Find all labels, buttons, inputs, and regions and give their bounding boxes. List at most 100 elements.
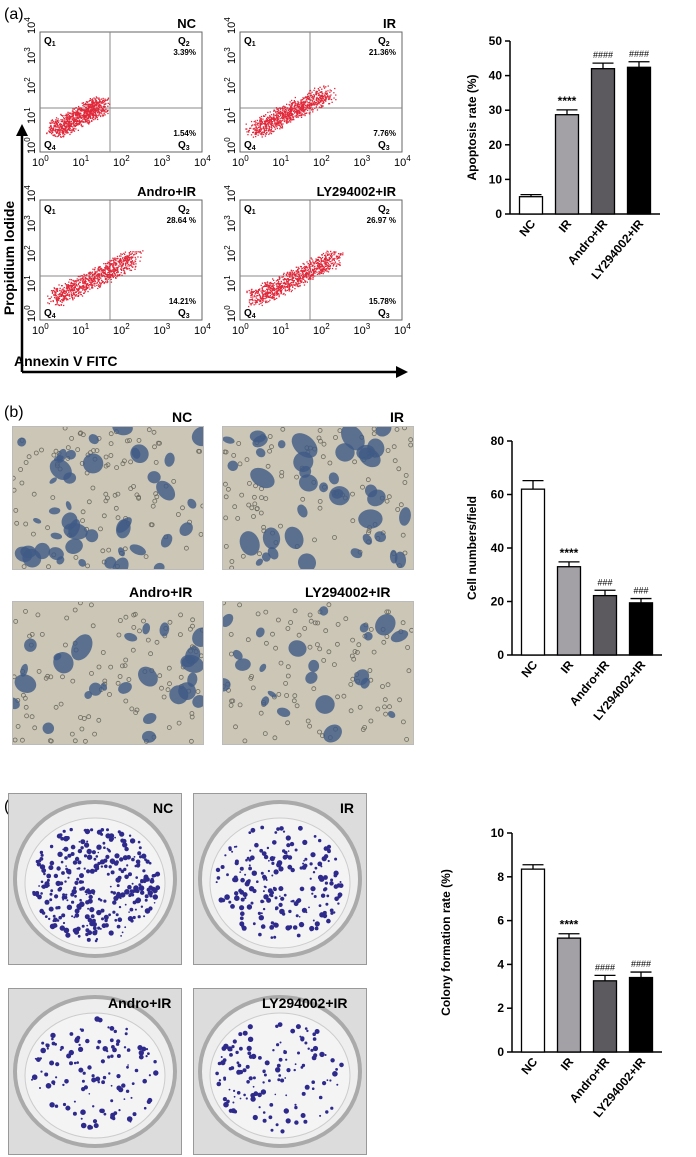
event-dot xyxy=(303,281,305,284)
pore xyxy=(402,427,407,431)
event-dot xyxy=(126,260,128,263)
colony xyxy=(126,1065,129,1069)
event-dot xyxy=(264,123,266,125)
event-dot xyxy=(53,290,56,292)
event-dot xyxy=(104,270,106,272)
event-dot xyxy=(288,275,291,277)
event-dot xyxy=(303,111,305,113)
y-tick-label: 40 xyxy=(489,69,503,83)
event-dot xyxy=(313,94,315,96)
pore xyxy=(175,512,181,517)
event-dot xyxy=(103,263,105,265)
event-dot xyxy=(72,119,75,122)
colony xyxy=(38,885,40,887)
event-dot xyxy=(79,116,82,119)
event-dot xyxy=(325,100,327,102)
event-dot xyxy=(320,99,322,101)
event-dot xyxy=(73,127,75,130)
colony xyxy=(310,886,316,892)
event-dot xyxy=(310,261,312,264)
event-dot xyxy=(269,123,271,125)
event-dot xyxy=(300,270,302,272)
event-dot xyxy=(70,116,72,118)
event-dot xyxy=(261,291,264,293)
event-dot xyxy=(98,273,100,275)
event-dot xyxy=(91,108,93,110)
event-dot xyxy=(276,113,278,115)
event-dot xyxy=(300,114,302,116)
event-dot xyxy=(303,97,305,100)
event-dot xyxy=(321,94,323,97)
event-dot xyxy=(106,109,108,112)
event-dot xyxy=(109,266,111,268)
event-dot xyxy=(298,106,300,108)
event-dot xyxy=(56,126,58,128)
event-dot xyxy=(266,119,269,121)
event-dot xyxy=(128,257,131,259)
event-dot xyxy=(61,127,63,129)
dish-well xyxy=(24,817,166,949)
pore xyxy=(85,563,90,569)
event-dot xyxy=(80,294,82,296)
event-dot xyxy=(128,267,131,270)
event-dot xyxy=(55,289,57,291)
event-dot xyxy=(311,103,313,106)
event-dot xyxy=(324,265,326,268)
event-dot xyxy=(66,289,68,291)
colony xyxy=(310,929,313,932)
colony xyxy=(269,925,275,930)
colony xyxy=(91,1077,97,1083)
event-dot xyxy=(113,261,115,263)
event-dot xyxy=(102,270,104,272)
event-dot xyxy=(67,288,69,290)
event-dot xyxy=(277,111,279,113)
pore xyxy=(123,657,129,663)
event-dot xyxy=(334,87,336,90)
event-dot xyxy=(74,295,76,297)
pore xyxy=(183,545,189,551)
colony xyxy=(78,840,81,843)
colony xyxy=(58,889,61,892)
event-dot xyxy=(79,112,81,114)
colony xyxy=(67,853,72,858)
colony xyxy=(65,893,68,896)
event-dot xyxy=(93,276,96,278)
pore xyxy=(312,537,317,543)
colony xyxy=(309,877,312,880)
pore xyxy=(108,441,114,447)
colony xyxy=(267,869,270,873)
pore xyxy=(235,516,241,521)
event-dot xyxy=(297,102,299,104)
colony xyxy=(248,831,252,834)
event-dot xyxy=(327,262,329,264)
event-dot xyxy=(76,110,79,112)
colony xyxy=(252,922,256,926)
pore xyxy=(267,434,273,439)
y-tick-label: 104 xyxy=(223,185,238,202)
event-dot xyxy=(84,278,86,280)
event-dot xyxy=(77,295,79,297)
colony xyxy=(40,853,44,857)
event-dot xyxy=(97,284,100,286)
event-dot xyxy=(63,118,65,120)
event-dot xyxy=(302,97,304,99)
event-dot xyxy=(297,116,299,118)
event-dot xyxy=(82,278,84,280)
pore xyxy=(368,718,374,724)
event-dot xyxy=(261,136,263,138)
colony xyxy=(153,891,156,894)
event-dot xyxy=(104,99,107,101)
event-dot xyxy=(98,266,100,269)
colony xyxy=(279,895,281,897)
event-dot xyxy=(106,276,108,278)
event-dot xyxy=(59,290,61,292)
event-dot xyxy=(278,109,280,112)
event-dot xyxy=(306,106,308,108)
event-dot xyxy=(83,115,85,117)
event-dot xyxy=(128,258,131,261)
event-dot xyxy=(274,282,276,284)
colony xyxy=(115,913,119,917)
event-dot xyxy=(267,123,269,125)
event-dot xyxy=(320,269,322,271)
event-dot xyxy=(276,126,278,128)
